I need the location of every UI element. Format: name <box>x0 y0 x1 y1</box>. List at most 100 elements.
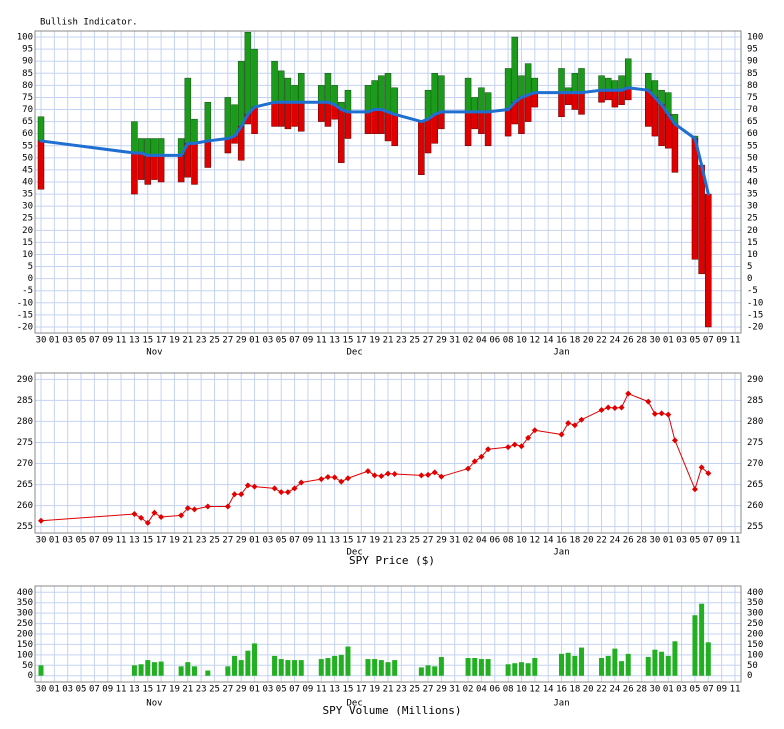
bear-bar <box>658 104 665 147</box>
volume-bar <box>505 664 511 676</box>
x-tick-label: 07 <box>703 536 714 546</box>
y-tick-label: 400 <box>17 588 33 598</box>
x-tick-label: 16 <box>556 336 567 346</box>
x-tick-label: 01 <box>49 536 60 546</box>
bull-bar <box>131 121 138 154</box>
bull-bar <box>144 138 152 156</box>
x-tick-label: 21 <box>182 685 193 695</box>
x-tick-label: 21 <box>182 336 193 346</box>
bear-bar <box>464 111 472 147</box>
volume-bar <box>338 654 344 676</box>
bull-bar <box>384 73 392 113</box>
price-line <box>621 393 629 408</box>
x-tick-label: 02 <box>463 685 474 695</box>
volume-bar <box>672 641 678 676</box>
bear-bar <box>364 111 372 134</box>
y-tick-label-right: 20 <box>747 226 758 236</box>
y-tick-label-right: 85 <box>747 69 758 79</box>
y-tick-label-right: -10 <box>747 298 763 308</box>
price-marker <box>184 505 191 512</box>
volume-bar <box>38 665 44 676</box>
volume-bar <box>532 658 538 676</box>
y-tick-label-right: 70 <box>747 105 758 115</box>
volume-bar <box>619 661 625 676</box>
indicator-line <box>192 139 210 145</box>
bull-bar <box>624 58 632 89</box>
bear-bar <box>204 140 212 168</box>
bear-bar <box>438 111 445 130</box>
x-tick-label: 05 <box>690 685 701 695</box>
y-tick-label: 285 <box>17 396 33 406</box>
y-tick-label-right: 0 <box>747 274 752 284</box>
y-tick-label: 50 <box>22 153 33 163</box>
x-tick-label: 19 <box>369 336 380 346</box>
price-line <box>227 494 235 507</box>
volume-bar <box>205 670 211 676</box>
price-marker <box>364 468 371 475</box>
month-label: Nov <box>146 348 162 358</box>
bear-bar <box>37 140 45 190</box>
x-tick-label: 30 <box>649 336 660 346</box>
x-tick-label: 15 <box>142 685 153 695</box>
y-tick-label-right: 10 <box>747 250 758 260</box>
x-tick-label: 03 <box>262 336 273 346</box>
x-axis-label: SPY Price ($) <box>349 554 435 567</box>
x-tick-label: 30 <box>36 536 47 546</box>
x-tick-label: 29 <box>436 536 447 546</box>
price-marker <box>391 471 398 478</box>
volume-bar <box>292 660 298 676</box>
month-label: Nov <box>146 699 162 709</box>
x-tick-label: 25 <box>209 685 220 695</box>
x-tick-label: 02 <box>463 536 474 546</box>
price-marker <box>691 486 698 493</box>
x-tick-label: 05 <box>276 685 287 695</box>
bull-bar <box>244 31 252 115</box>
bull-bar <box>224 97 232 139</box>
price-marker <box>645 398 652 405</box>
volume-bar <box>238 660 244 676</box>
indicator-line <box>39 139 136 155</box>
volume-bar <box>185 662 191 676</box>
price-marker <box>525 434 532 441</box>
price-marker <box>511 441 518 448</box>
price-marker <box>278 489 285 496</box>
x-tick-label: 28 <box>636 685 647 695</box>
price-marker <box>291 485 298 492</box>
price-line <box>674 440 696 490</box>
price-line <box>628 393 649 403</box>
volume-bar <box>518 662 524 676</box>
y-tick-label: 150 <box>17 640 33 650</box>
price-line <box>534 429 562 435</box>
bull-bar <box>371 80 378 110</box>
y-tick-label: 80 <box>22 81 33 91</box>
price-marker <box>438 473 445 480</box>
bear-bar <box>384 111 392 142</box>
bull-bar <box>598 75 605 91</box>
x-tick-label: 04 <box>476 685 487 695</box>
volume-bar <box>705 642 711 676</box>
y-tick-label: 5 <box>28 262 33 272</box>
bear-bar <box>291 102 298 127</box>
x-tick-label: 25 <box>409 536 420 546</box>
y-tick-label: 300 <box>17 609 33 619</box>
x-tick-label: 11 <box>316 685 327 695</box>
x-tick-label: 05 <box>76 336 87 346</box>
month-label: Jan <box>553 699 569 709</box>
bear-bar <box>651 97 659 137</box>
bull-bar <box>518 75 525 98</box>
bull-bar <box>151 138 158 156</box>
y-tick-label-right: 45 <box>747 165 758 175</box>
x-tick-label: 03 <box>262 685 273 695</box>
bull-bar <box>324 73 332 103</box>
price-line <box>667 414 676 441</box>
bear-bar <box>157 155 165 183</box>
bull-bar <box>237 60 245 127</box>
volume-bar <box>365 659 371 676</box>
bull-bar <box>378 75 385 110</box>
x-tick-label: 06 <box>489 536 500 546</box>
x-tick-label: 03 <box>62 336 73 346</box>
x-tick-label: 28 <box>636 336 647 346</box>
x-tick-label: 10 <box>516 685 527 695</box>
bear-bar <box>431 114 438 144</box>
x-tick-label: 07 <box>289 536 300 546</box>
